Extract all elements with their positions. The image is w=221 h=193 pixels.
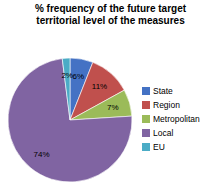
legend: State Region Metropolitan Local EU bbox=[142, 86, 200, 152]
data-label: 11% bbox=[92, 82, 107, 91]
title: % frequency of the future targetterritor… bbox=[35, 3, 187, 26]
legend-swatch bbox=[142, 87, 150, 95]
slice bbox=[62, 58, 70, 120]
pie bbox=[8, 58, 132, 182]
data-label: 7% bbox=[107, 103, 119, 112]
legend-swatch bbox=[142, 129, 150, 137]
data-label: 74% bbox=[34, 150, 50, 159]
data-labels: 6% 11% 7% 74% 2% bbox=[34, 71, 119, 159]
title-line: territorial level of the measures bbox=[36, 15, 185, 26]
legend-item: Local bbox=[142, 128, 173, 138]
legend-label: Local bbox=[153, 128, 173, 138]
legend-label: EU bbox=[153, 142, 165, 152]
legend-label: Metropolitan bbox=[153, 114, 200, 124]
title-line: % frequency of the future target bbox=[35, 3, 187, 14]
legend-swatch bbox=[142, 115, 150, 123]
data-label: 2% bbox=[61, 71, 73, 80]
legend-swatch bbox=[142, 143, 150, 151]
legend-label: State bbox=[153, 86, 173, 96]
legend-item: Metropolitan bbox=[142, 114, 200, 124]
legend-item: State bbox=[142, 86, 173, 96]
chart: % frequency of the future targetterritor… bbox=[0, 0, 221, 193]
legend-item: EU bbox=[142, 142, 165, 152]
legend-label: Region bbox=[153, 100, 180, 110]
slice bbox=[70, 90, 132, 120]
slice bbox=[8, 58, 132, 182]
data-label: 6% bbox=[73, 72, 85, 81]
legend-swatch bbox=[142, 101, 150, 109]
legend-item: Region bbox=[142, 100, 180, 110]
